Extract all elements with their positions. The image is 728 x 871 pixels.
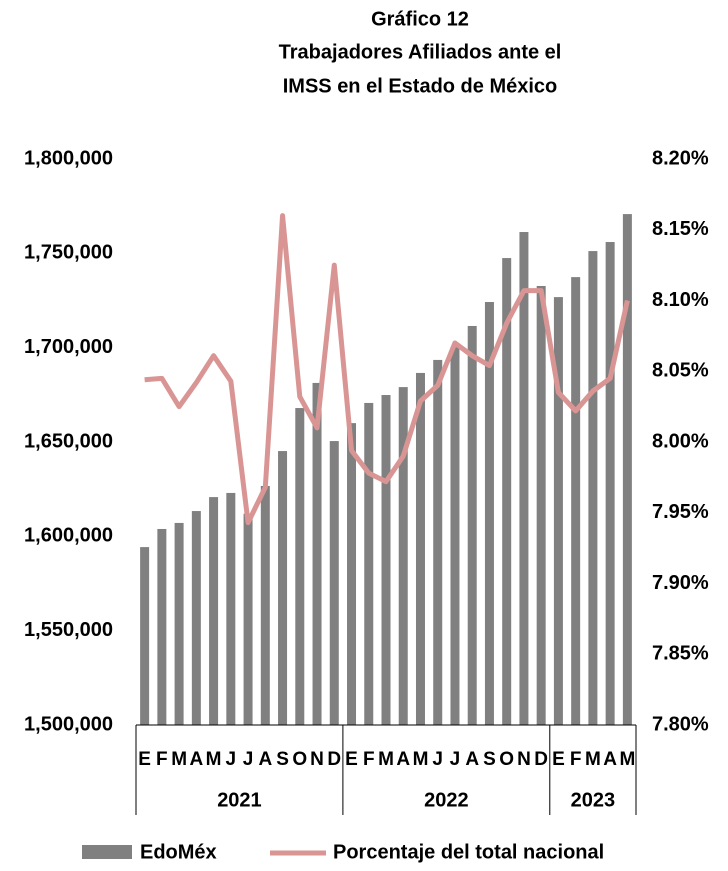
bar bbox=[622, 214, 632, 725]
legend-swatch bbox=[82, 845, 132, 859]
bar bbox=[157, 528, 167, 725]
x-tick-label: S bbox=[276, 749, 289, 770]
x-tick-label: J bbox=[432, 749, 443, 770]
bar bbox=[467, 325, 477, 725]
bar bbox=[381, 395, 391, 725]
x-tick-label: F bbox=[570, 749, 582, 770]
y-tick-label: 1,500,000 bbox=[24, 713, 113, 735]
chart-title: Trabajadores Afiliados ante el bbox=[279, 41, 562, 63]
bar bbox=[329, 441, 339, 725]
bar bbox=[571, 277, 581, 725]
bar bbox=[484, 302, 494, 725]
x-tick-label: E bbox=[138, 749, 151, 770]
chart-title: Gráfico 12 bbox=[371, 8, 469, 30]
bar bbox=[415, 372, 425, 725]
y2-tick-label: 8.00% bbox=[652, 430, 709, 452]
line bbox=[144, 213, 630, 526]
y-tick-label: 1,700,000 bbox=[24, 336, 113, 358]
x-tick-label: J bbox=[226, 749, 237, 770]
bar bbox=[209, 497, 219, 725]
bar bbox=[174, 522, 184, 725]
y-tick-label: 1,600,000 bbox=[24, 525, 113, 547]
x-tick-label: N bbox=[310, 749, 324, 770]
x-tick-label: S bbox=[483, 749, 496, 770]
bar bbox=[260, 485, 270, 725]
x-tick-label: O bbox=[292, 749, 307, 770]
bar bbox=[553, 297, 563, 725]
y-tick-label: 1,750,000 bbox=[24, 242, 113, 264]
bar bbox=[450, 347, 460, 725]
x-tick-label: A bbox=[465, 749, 479, 770]
bar bbox=[312, 382, 322, 725]
bar bbox=[605, 242, 615, 725]
y-tick-label: 1,550,000 bbox=[24, 619, 113, 641]
y-tick-label: 1,650,000 bbox=[24, 430, 113, 452]
bar bbox=[278, 451, 288, 725]
x-tick-label: M bbox=[619, 749, 635, 770]
x-tick-label: O bbox=[499, 749, 514, 770]
y2-tick-label: 8.15% bbox=[652, 218, 709, 240]
legend-label: EdoMéx bbox=[140, 841, 217, 863]
x-tick-label: N bbox=[517, 749, 531, 770]
bar bbox=[226, 492, 236, 725]
y2-tick-label: 8.05% bbox=[652, 360, 709, 382]
x-tick-label: F bbox=[156, 749, 168, 770]
x-tick-label: M bbox=[171, 749, 187, 770]
bar bbox=[295, 408, 305, 725]
bar bbox=[191, 511, 201, 725]
x-tick-label: A bbox=[258, 749, 272, 770]
x-tick-label: F bbox=[363, 749, 375, 770]
y2-tick-label: 8.20% bbox=[652, 147, 709, 169]
x-tick-label: M bbox=[378, 749, 394, 770]
y2-tick-label: 8.10% bbox=[652, 289, 709, 311]
y2-tick-label: 7.90% bbox=[652, 572, 709, 594]
x-tick-label: J bbox=[243, 749, 254, 770]
x-tick-label: M bbox=[413, 749, 429, 770]
chart-title: IMSS en el Estado de México bbox=[283, 75, 558, 97]
x-tick-label: A bbox=[189, 749, 203, 770]
y2-tick-label: 7.95% bbox=[652, 501, 709, 523]
x-tick-label: J bbox=[450, 749, 461, 770]
group-label: 2023 bbox=[571, 789, 616, 811]
x-tick-label: M bbox=[585, 749, 601, 770]
y-tick-label: 1,800,000 bbox=[24, 147, 113, 169]
y2-tick-label: 7.80% bbox=[652, 713, 709, 735]
bar bbox=[519, 232, 529, 725]
bar bbox=[364, 402, 374, 725]
x-tick-label: E bbox=[345, 749, 358, 770]
bar bbox=[243, 513, 253, 725]
bar bbox=[347, 423, 357, 725]
bar bbox=[588, 251, 598, 725]
bar bbox=[398, 387, 408, 725]
bar bbox=[536, 285, 546, 725]
legend-label: Porcentaje del total nacional bbox=[333, 841, 604, 863]
group-label: 2021 bbox=[217, 789, 262, 811]
group-label: 2022 bbox=[424, 789, 469, 811]
y2-tick-label: 7.85% bbox=[652, 643, 709, 665]
x-tick-label: M bbox=[206, 749, 222, 770]
x-tick-label: E bbox=[552, 749, 565, 770]
x-tick-label: D bbox=[327, 749, 341, 770]
bar bbox=[433, 359, 443, 725]
x-tick-label: D bbox=[534, 749, 548, 770]
bar bbox=[140, 547, 150, 725]
bar bbox=[502, 258, 512, 725]
x-tick-label: A bbox=[396, 749, 410, 770]
x-tick-label: A bbox=[603, 749, 617, 770]
